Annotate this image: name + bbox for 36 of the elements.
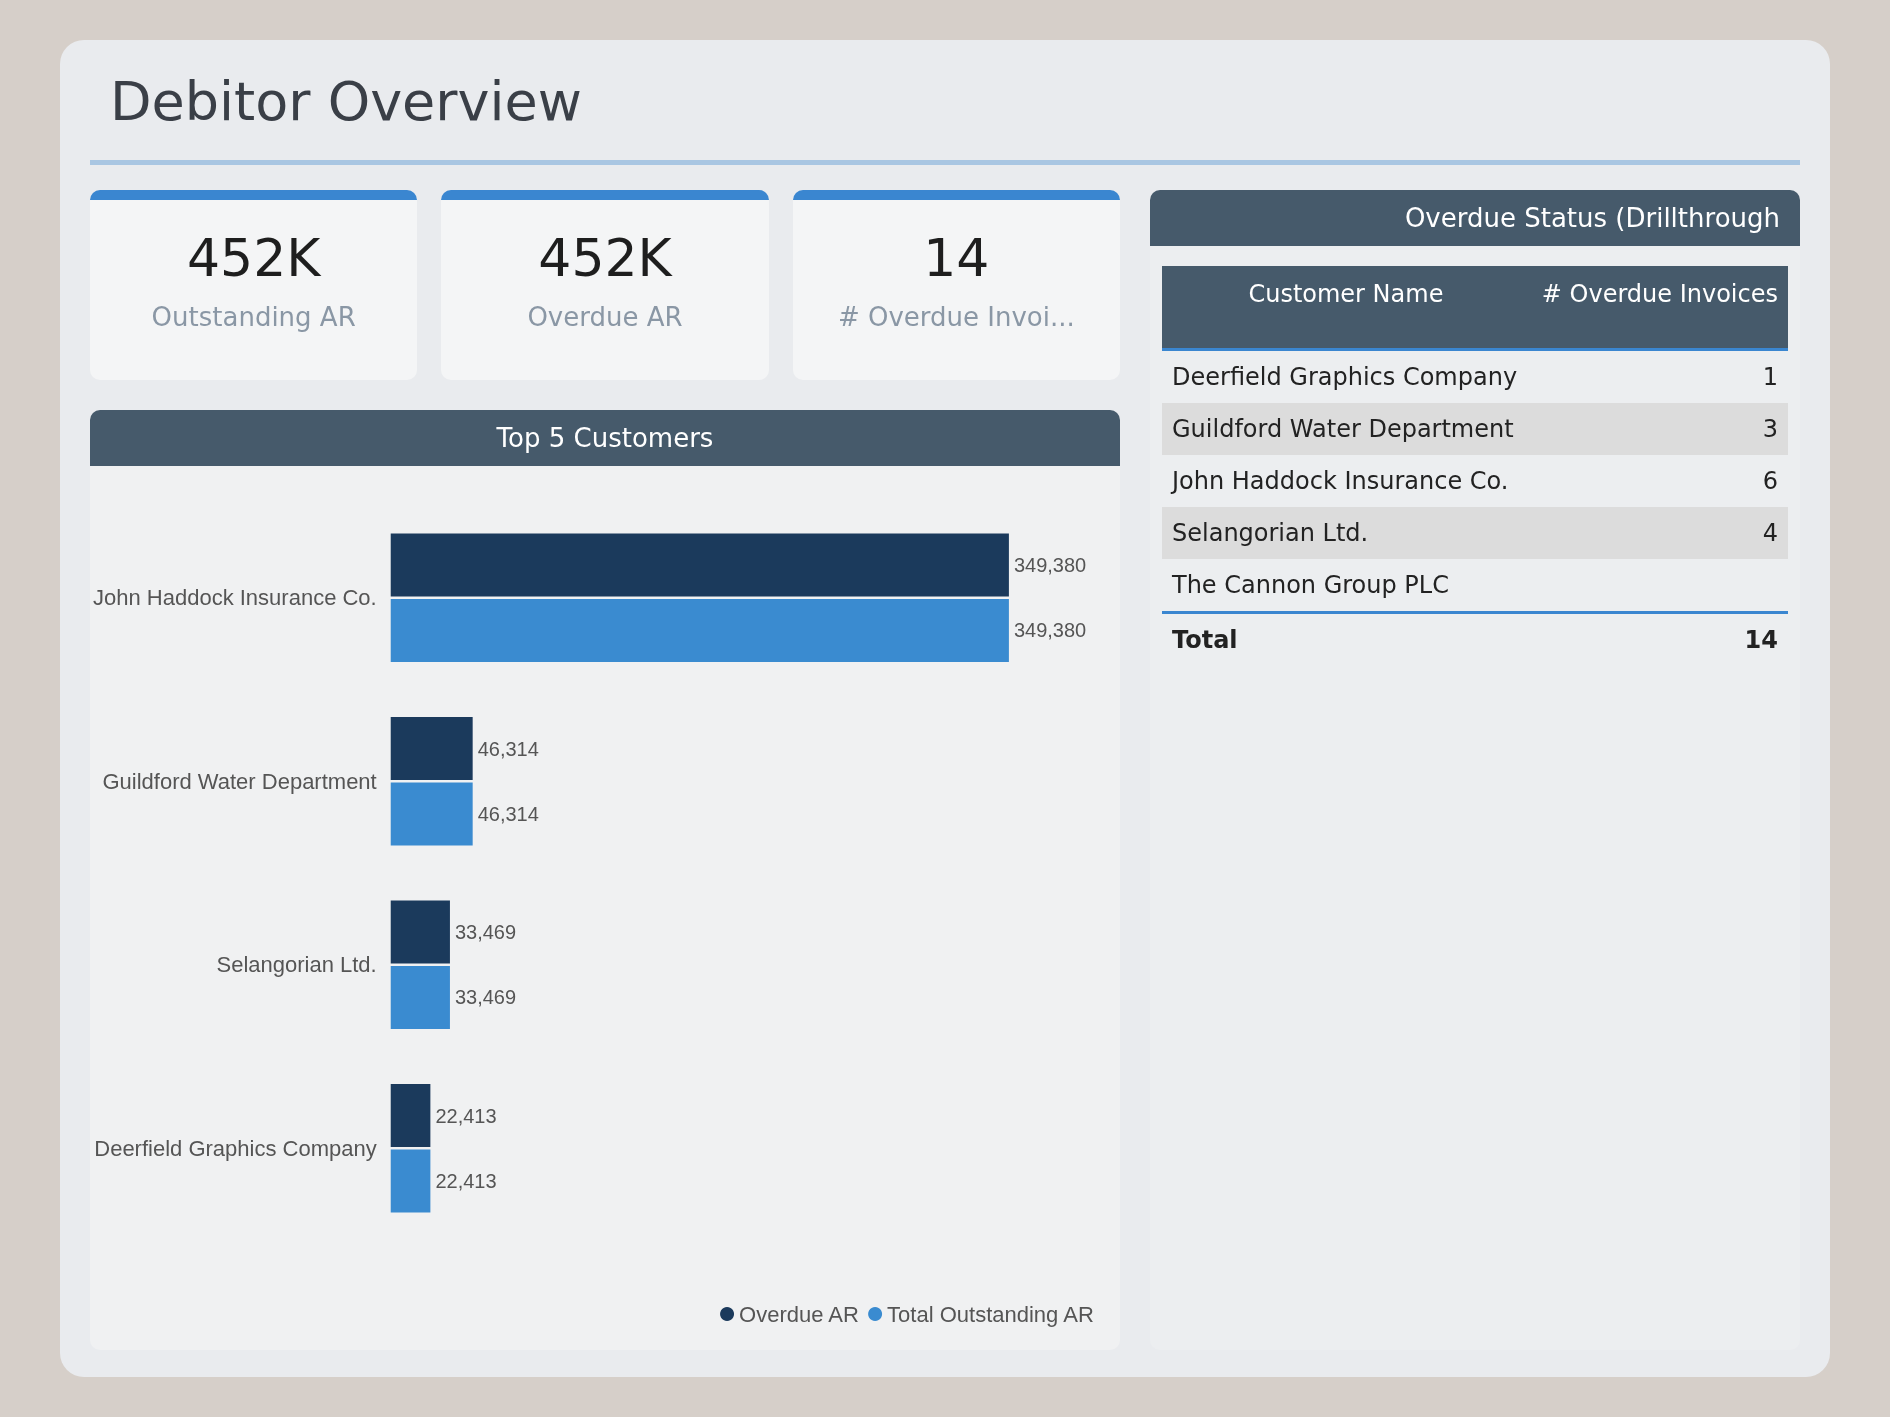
data-label: 3: [1529, 403, 1788, 455]
text: Overdue Status (Drillthrough: [1150, 190, 1800, 246]
y-tick-label: John Haddock Insurance Co.: [92, 585, 377, 611]
chart-title: Top 5 Customers: [90, 410, 1120, 466]
data-label: 33,469: [454, 921, 517, 944]
category-label: Guildford Water Department: [1162, 403, 1530, 455]
data-label: 1: [1761, 362, 1779, 393]
data-label: 349,380: [1013, 619, 1087, 642]
data-label: 4: [1529, 507, 1788, 559]
data-label: 46,314: [477, 802, 539, 825]
data-label: 33,469: [454, 986, 517, 1009]
text: Overdue AR: [526, 302, 684, 332]
text: Debitor Overview: [110, 70, 582, 133]
data-label: 6: [1761, 466, 1779, 497]
y-tick-label: Guildford Water Department: [102, 768, 377, 794]
category-label: Selangorian Ltd.: [1162, 507, 1530, 559]
legend-label: Overdue AR: [739, 1301, 859, 1327]
category-label: The Cannon Group PLC: [1171, 570, 1450, 601]
y-tick-label: Deerfield Graphics Company: [94, 1135, 377, 1161]
category-label: John Haddock Insurance Co.: [1169, 466, 1510, 497]
text: Customer Name: [1162, 266, 1530, 350]
data-label: 14: [1529, 612, 1788, 666]
data-label: 46,314: [477, 737, 539, 760]
category-label: Deerfield Graphics Company: [1171, 362, 1519, 393]
y-tick-label: Selangorian Ltd.: [216, 952, 377, 978]
text: 452K: [186, 228, 322, 288]
text: Outstanding AR: [150, 302, 357, 332]
text: 14: [922, 228, 991, 288]
text: # Overdue Invoices: [1529, 266, 1788, 350]
text: 452K: [537, 228, 674, 288]
data-label: 349,380: [1013, 554, 1087, 577]
category-label: Total: [1162, 612, 1530, 666]
data-label: 22,413: [435, 1104, 497, 1127]
text: # Overdue Invoi...: [836, 302, 1076, 332]
legend-label: Total Outstanding AR: [887, 1301, 1094, 1327]
data-label: 22,413: [435, 1169, 497, 1192]
